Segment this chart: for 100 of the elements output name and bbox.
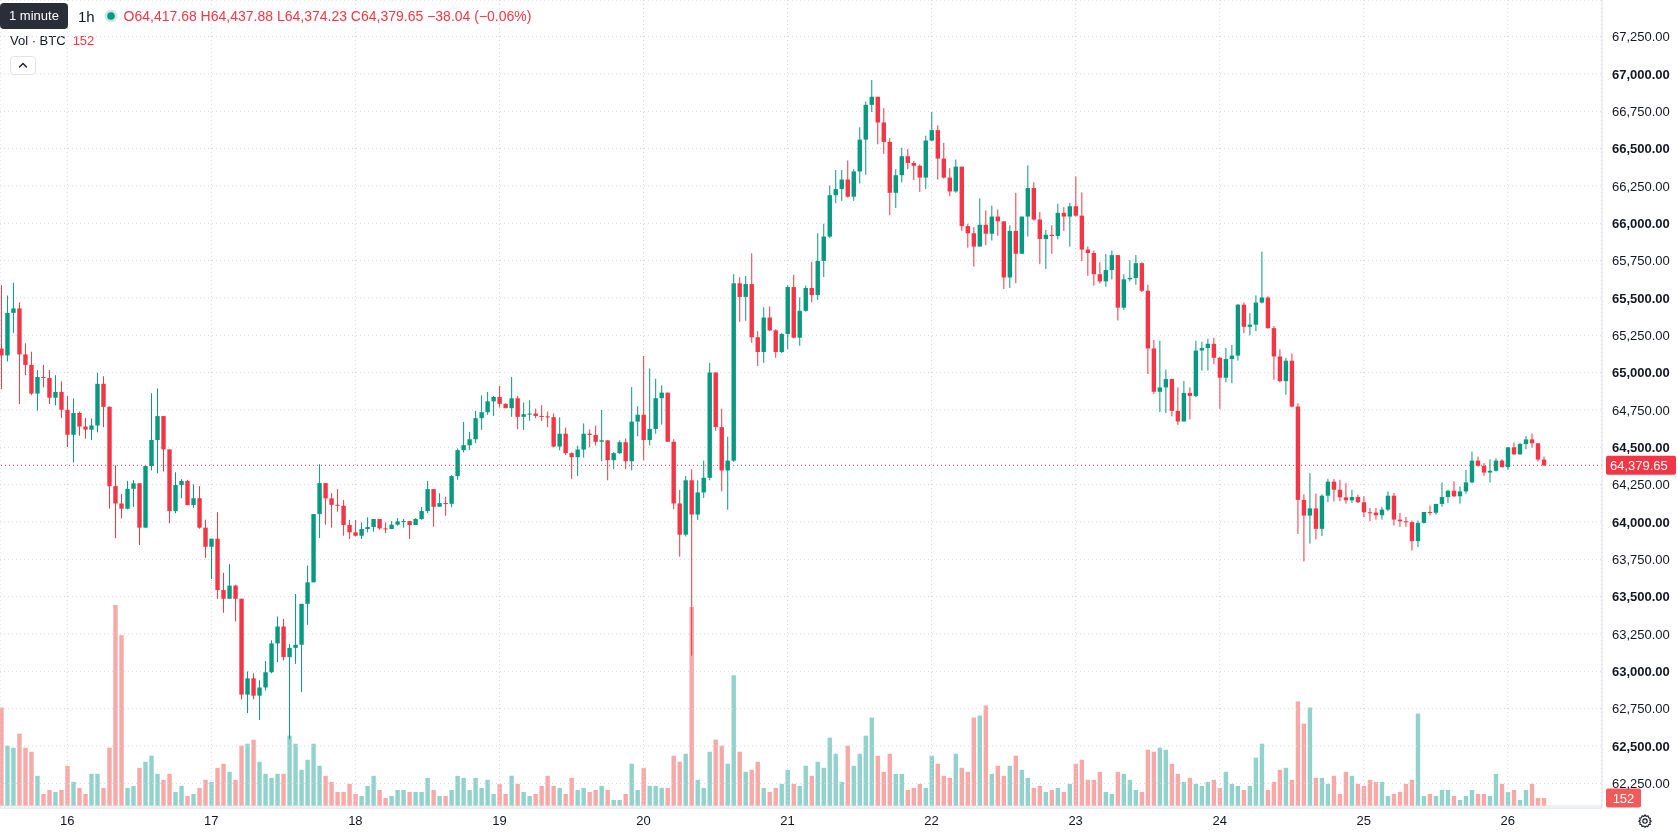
candlestick [1463, 469, 1469, 495]
candlestick [1439, 481, 1445, 508]
candlestick [659, 384, 664, 426]
bar [185, 795, 190, 806]
candlestick [101, 375, 106, 428]
y-tick-label: 64,500.00 [1612, 439, 1670, 455]
candlestick [227, 563, 232, 600]
candlestick [1385, 490, 1391, 512]
candlestick [383, 521, 388, 534]
candlestick [23, 342, 28, 376]
candlestick [1301, 493, 1307, 562]
candlestick [305, 565, 310, 626]
y-tick-label: 65,500.00 [1612, 290, 1670, 306]
bar [1295, 701, 1301, 806]
candlestick [1187, 386, 1193, 420]
ref-line-label: 64,379.65 [1610, 457, 1668, 473]
candlestick [1427, 505, 1433, 517]
candlestick [743, 275, 748, 322]
candlestick [53, 374, 58, 406]
candlestick [1259, 251, 1265, 304]
candlestick [473, 410, 478, 444]
candlestick [587, 428, 592, 448]
chart-title: Vol · BTC [10, 32, 66, 48]
bar [281, 773, 286, 806]
candlestick [347, 519, 352, 540]
bar [245, 743, 250, 806]
bar [35, 775, 40, 806]
candlestick [893, 168, 898, 209]
candlestick [275, 616, 280, 663]
text: 152 [1612, 790, 1635, 806]
candlestick [0, 284, 4, 390]
candlestick [1109, 249, 1115, 280]
candlestick [1535, 442, 1541, 462]
candlestick [647, 367, 652, 447]
x-tick-label: 17 [204, 813, 219, 829]
candlestick [155, 387, 160, 474]
bar [191, 793, 196, 806]
candlestick [293, 593, 298, 665]
bar [209, 781, 214, 806]
bar [557, 787, 562, 806]
candlestick [1223, 347, 1229, 383]
candlestick [1241, 302, 1247, 334]
candlestick [221, 572, 226, 614]
bar [623, 793, 628, 806]
candlestick [41, 364, 46, 388]
y-tick-label: 63,250.00 [1612, 626, 1670, 642]
y-tick-label: 66,750.00 [1612, 103, 1670, 119]
annotation: 152 [72, 32, 95, 48]
candlestick [431, 488, 436, 528]
candlestick [1199, 341, 1205, 372]
bar [641, 767, 646, 806]
bar [71, 781, 76, 806]
bar [431, 789, 436, 806]
candlestick [341, 499, 346, 537]
candlestick [89, 417, 94, 441]
candlestick [575, 445, 580, 477]
candlestick [1013, 192, 1019, 284]
candlestick [869, 79, 874, 113]
candlestick [1409, 520, 1415, 551]
bar [599, 785, 604, 806]
x-tick-label: 21 [780, 813, 795, 829]
candlestick [485, 391, 490, 416]
candlestick [461, 421, 466, 454]
candlestick [1331, 478, 1337, 502]
candlestick [71, 397, 76, 464]
candlestick [125, 480, 130, 510]
y-tick-label: 62,250.00 [1612, 775, 1670, 791]
candlestick [1055, 203, 1061, 240]
candlestick [1361, 495, 1367, 518]
annotation: 1 minute [9, 8, 59, 23]
candlestick [257, 679, 262, 721]
candlestick [245, 670, 250, 714]
candlestick [899, 147, 904, 183]
candlestick [1133, 254, 1139, 286]
candlestick [191, 483, 196, 509]
y-tick-label: 66,000.00 [1612, 215, 1670, 231]
candlestick [881, 107, 886, 155]
candlestick [1523, 435, 1529, 450]
y-tick-label: 65,750.00 [1612, 253, 1670, 269]
bar [137, 767, 142, 806]
bar [0, 707, 4, 806]
candlestick [773, 328, 778, 359]
candlestick [1061, 206, 1067, 232]
candlestick [209, 538, 214, 580]
bar [251, 739, 256, 806]
candlestick [1529, 432, 1535, 449]
candlestick [119, 493, 124, 519]
x-tick-label: 16 [60, 813, 75, 829]
candlestick [233, 584, 238, 622]
candlestick [443, 496, 448, 517]
candlestick [737, 276, 742, 323]
candlestick [131, 479, 136, 508]
x-tick-label: 25 [1356, 813, 1371, 829]
candlestick [1211, 337, 1217, 365]
x-tick-label: 18 [348, 813, 363, 829]
bar [509, 775, 514, 806]
candlestick [251, 672, 256, 700]
candlestick [35, 369, 40, 412]
candlestick [1343, 482, 1349, 505]
candlestick [635, 405, 640, 437]
